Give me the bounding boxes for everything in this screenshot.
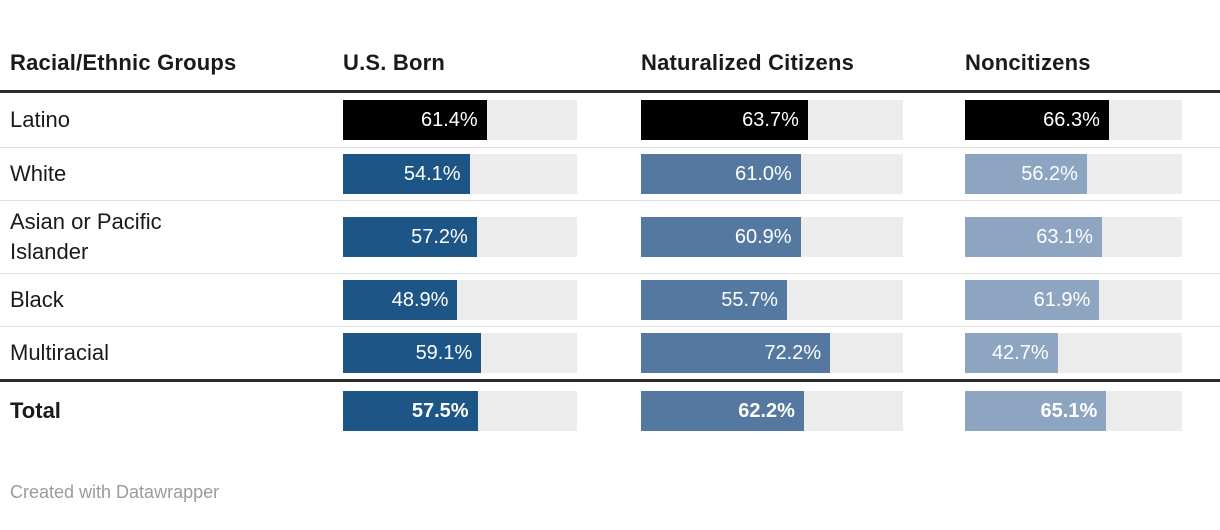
bar-value-label: 72.2% [764,342,822,364]
bar-track: 56.2% [965,154,1182,194]
bar-cell: 61.9% [965,280,1220,320]
bar-value-label: 55.7% [721,289,778,311]
bar-track: 57.5% [343,391,577,431]
bar: 57.5% [343,391,478,431]
column-header-us-born: U.S. Born [343,50,446,75]
bar: 48.9% [343,280,458,320]
bar-value-label: 48.9% [391,289,449,311]
table-row: Black 48.9% 55.7% 61.9% [0,273,1220,326]
row-label: Black [10,287,64,312]
bar-table-chart: Racial/Ethnic Groups U.S. Born Naturaliz… [0,0,1220,502]
bar-cell: 42.7% [965,333,1220,373]
bar: 72.2% [641,333,831,373]
bar-value-label: 42.7% [991,342,1049,364]
table-row: Total 57.5% 62.2% 65.1% [0,379,1220,440]
table-body: Latino 61.4% 63.7% 66.3% White [0,93,1220,440]
bar-track: 72.2% [641,333,903,373]
bar-value-label: 57.5% [411,400,469,422]
table-row: Latino 61.4% 63.7% 66.3% [0,93,1220,147]
bar-value-label: 66.3% [1043,109,1100,131]
bar-cell: 55.7% [641,280,965,320]
bar-cell: 61.0% [641,154,965,194]
bar-value-label: 57.2% [411,226,468,248]
bar-track: 60.9% [641,217,903,257]
bar-track: 61.4% [343,100,577,140]
bar: 61.4% [343,100,487,140]
bar-cell: 61.4% [343,100,641,140]
bar: 63.7% [641,100,808,140]
bar: 65.1% [965,391,1107,431]
bar-value-label: 56.2% [1021,163,1078,185]
column-header-groups: Racial/Ethnic Groups [10,50,237,75]
bar-cell: 48.9% [343,280,641,320]
table-row: White 54.1% 61.0% 56.2% [0,147,1220,200]
bar-track: 63.1% [965,217,1182,257]
bar-track: 48.9% [343,280,577,320]
bar-track: 66.3% [965,100,1182,140]
bar: 61.9% [965,280,1100,320]
bar: 57.2% [343,217,477,257]
bar-track: 54.1% [343,154,577,194]
bar: 54.1% [343,154,470,194]
bar-track: 61.9% [965,280,1182,320]
bar-cell: 57.2% [343,217,641,257]
bar-track: 65.1% [965,391,1182,431]
bar: 56.2% [965,154,1087,194]
column-header-naturalized-citizens: Naturalized Citizens [641,50,855,75]
bar-track: 63.7% [641,100,903,140]
table-row: Multiracial 59.1% 72.2% 42.7% [0,326,1220,379]
bar-cell: 66.3% [965,100,1220,140]
table-header-row: Racial/Ethnic Groups U.S. Born Naturaliz… [0,0,1220,93]
bar-cell: 54.1% [343,154,641,194]
bar: 62.2% [641,391,804,431]
bar: 59.1% [343,333,482,373]
bar-value-label: 59.1% [415,342,473,364]
row-label: Total [10,398,61,423]
row-label: White [10,161,67,186]
bar-cell: 63.7% [641,100,965,140]
bar-value-label: 61.9% [1033,289,1091,311]
bar-track: 55.7% [641,280,903,320]
bar-value-label: 63.1% [1036,226,1093,248]
bar: 42.7% [965,333,1058,373]
row-label: Latino [10,107,70,132]
bar-cell: 57.5% [343,391,641,431]
column-header-noncitizens: Noncitizens [965,50,1091,75]
bar: 61.0% [641,154,801,194]
bar: 55.7% [641,280,787,320]
bar-value-label: 62.2% [738,400,795,422]
bar-track: 62.2% [641,391,903,431]
bar: 60.9% [641,217,801,257]
bar-cell: 60.9% [641,217,965,257]
bar-value-label: 61.4% [420,109,478,131]
row-label: Asian or Pacific Islander [10,209,162,264]
bar-track: 61.0% [641,154,903,194]
bar-cell: 56.2% [965,154,1220,194]
bar: 63.1% [965,217,1102,257]
bar-value-label: 60.9% [734,226,792,248]
bar-cell: 59.1% [343,333,641,373]
bar-cell: 62.2% [641,391,965,431]
bar-track: 57.2% [343,217,577,257]
bar-value-label: 61.0% [735,163,792,185]
bar-cell: 65.1% [965,391,1220,431]
bar-value-label: 54.1% [403,163,461,185]
bar-track: 59.1% [343,333,577,373]
bar-value-label: 65.1% [1040,400,1098,422]
datawrapper-credit: Created with Datawrapper [10,482,220,502]
table-row: Asian or Pacific Islander 57.2% 60.9% 63… [0,200,1220,273]
bar: 66.3% [965,100,1109,140]
bar-cell: 63.1% [965,217,1220,257]
bar-value-label: 63.7% [742,109,799,131]
bar-cell: 72.2% [641,333,965,373]
bar-track: 42.7% [965,333,1182,373]
row-label: Multiracial [10,340,110,365]
